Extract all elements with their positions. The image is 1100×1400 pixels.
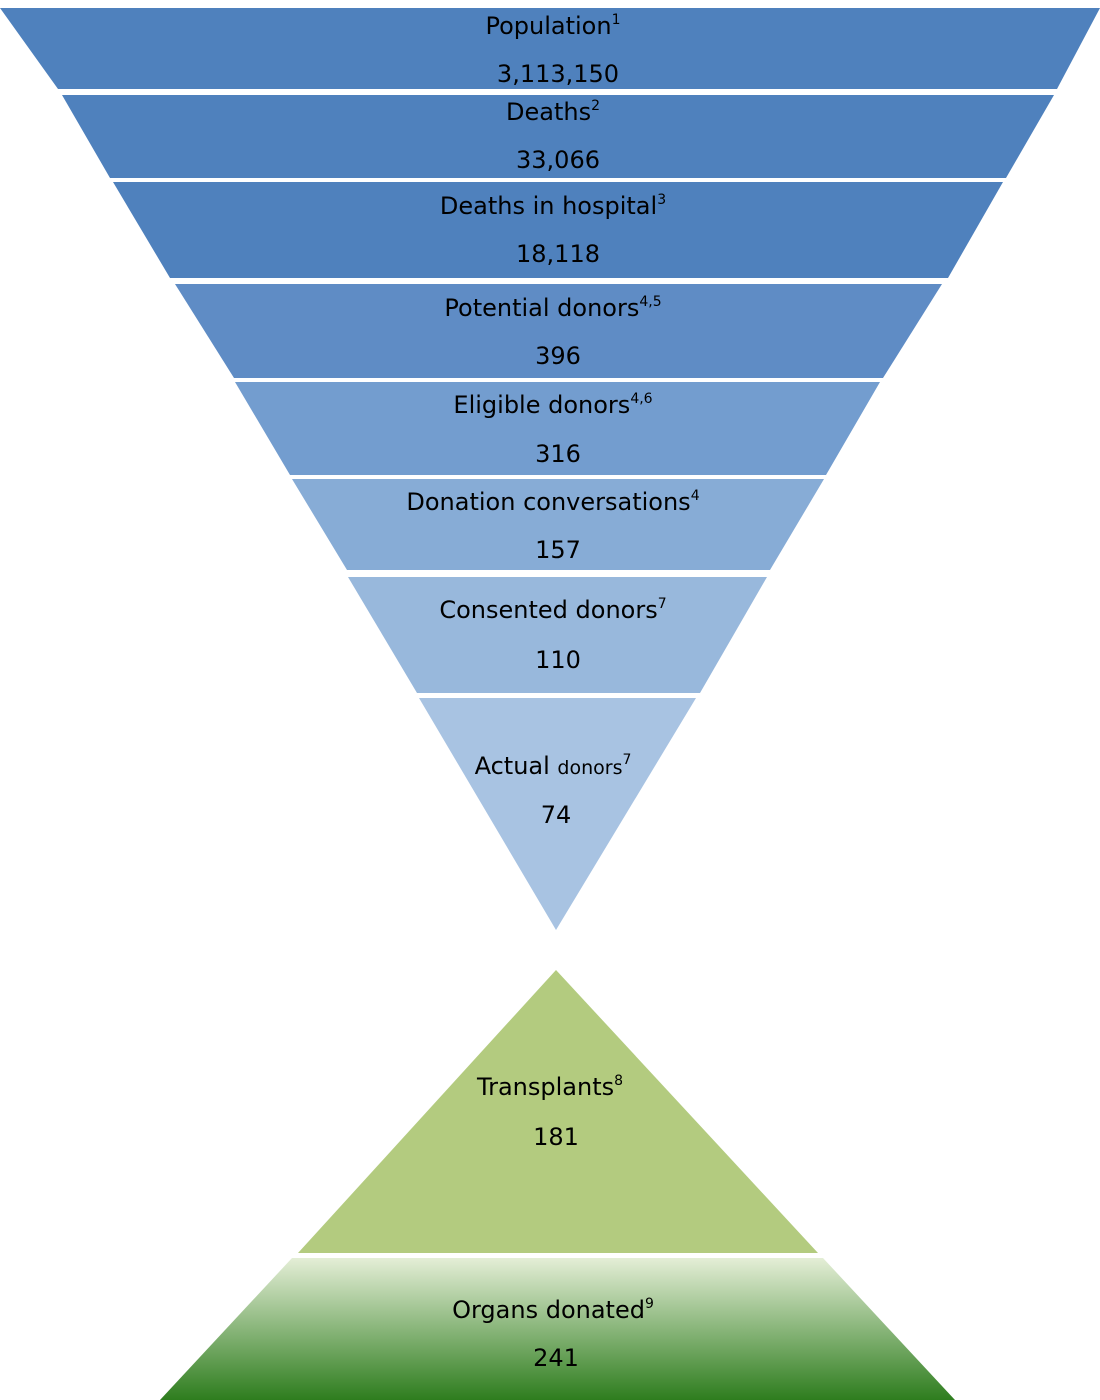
funnel-band-deaths <box>62 95 1054 178</box>
funnel-value-potential-donors: 396 <box>535 342 581 370</box>
funnel-group <box>0 8 1100 930</box>
funnel-value-deaths-in-hospital: 18,118 <box>516 240 600 268</box>
funnel-label-population: Population1 <box>485 12 620 40</box>
funnel-label-deaths: Deaths2 <box>506 98 600 126</box>
pyramid-band-organs-donated <box>160 1258 955 1400</box>
funnel-label-consented-donors: Consented donors7 <box>439 596 666 624</box>
funnel-band-population <box>0 8 1100 89</box>
pyramid-value-transplants: 181 <box>533 1123 579 1151</box>
funnel-value-population: 3,113,150 <box>497 60 619 88</box>
funnel-band-consented-donors <box>348 577 767 693</box>
funnel-band-deaths-in-hospital <box>113 182 1003 278</box>
funnel-band-potential-donors <box>175 284 942 378</box>
funnel-value-deaths: 33,066 <box>516 146 600 174</box>
funnel-value-consented-donors: 110 <box>535 646 581 674</box>
funnel-label-deaths-in-hospital: Deaths in hospital3 <box>440 192 666 220</box>
funnel-labels: Population1 3,113,150 Deaths2 33,066 Dea… <box>406 12 699 829</box>
funnel-label-actual-donors: Actual donors7 <box>475 752 632 780</box>
funnel-label-potential-donors: Potential donors4,5 <box>444 294 661 322</box>
pyramid-band-transplants <box>298 970 818 1253</box>
pyramid-value-organs-donated: 241 <box>533 1344 579 1372</box>
funnel-value-donation-conversations: 157 <box>535 536 581 564</box>
funnel-value-actual-donors: 74 <box>541 801 572 829</box>
funnel-band-donation-conversations <box>292 479 824 570</box>
funnel-band-actual-donors <box>419 698 696 930</box>
pyramid-label-organs-donated: Organs donated9 <box>452 1296 654 1324</box>
pyramid-label-transplants: Transplants8 <box>476 1073 623 1101</box>
funnel-value-eligible-donors: 316 <box>535 440 581 468</box>
funnel-label-eligible-donors: Eligible donors4,6 <box>453 391 652 419</box>
funnel-band-eligible-donors <box>235 382 880 475</box>
pyramid-group: Transplants8 181 Organs donated9 241 <box>160 970 955 1400</box>
funnel-label-donation-conversations: Donation conversations4 <box>406 488 699 516</box>
